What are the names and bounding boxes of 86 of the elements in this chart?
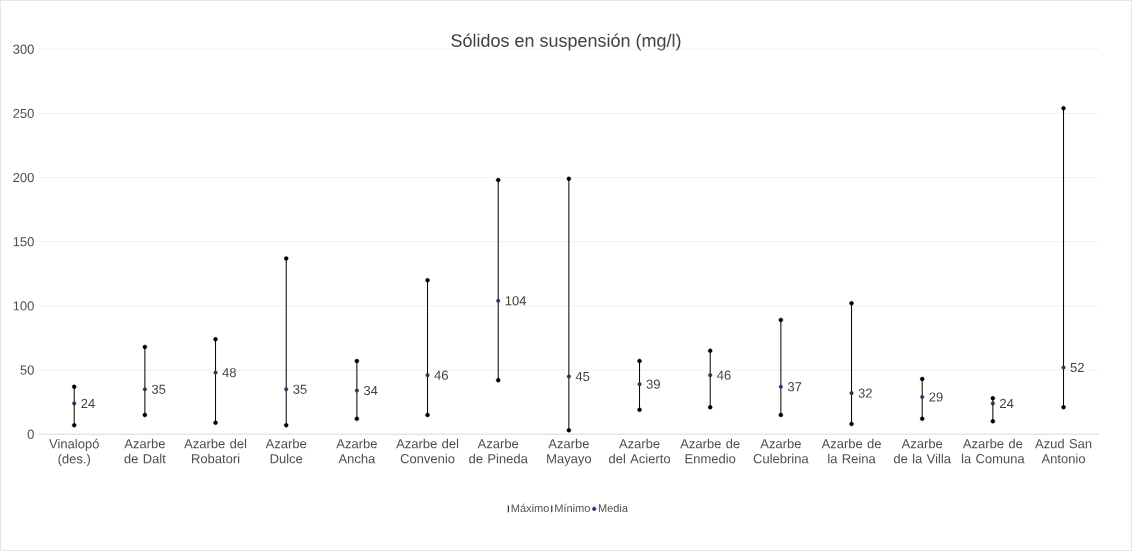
- x-tick-label: Azarbe de Pineda: [469, 438, 528, 464]
- point: [566, 428, 572, 433]
- point: [637, 358, 642, 364]
- x-tick-label: Azarbe de la Villa: [893, 438, 951, 464]
- x-tick-label: Azarbe Dulce: [265, 438, 307, 464]
- point: [566, 176, 572, 182]
- chart-title: Sólidos en suspensión (mg/l): [451, 33, 681, 51]
- data-label: 48: [222, 368, 236, 378]
- data-label: 39: [646, 379, 660, 389]
- x-tick-label: Azarbe de Dalt: [124, 438, 166, 464]
- legend-label: Máximo: [511, 503, 549, 513]
- point: [990, 419, 996, 424]
- point: [849, 391, 854, 396]
- point: [496, 177, 501, 183]
- point: [425, 373, 430, 378]
- point: [425, 412, 430, 418]
- point: [566, 374, 571, 379]
- data-label: 37: [787, 382, 802, 392]
- point: [354, 388, 359, 393]
- data-label: 29: [929, 392, 943, 402]
- data-label: 35: [151, 384, 166, 394]
- point: [213, 370, 218, 375]
- point: [708, 405, 713, 410]
- point: [142, 344, 148, 350]
- point: [213, 420, 218, 425]
- y-tick-label: 0: [27, 429, 34, 439]
- point: [920, 376, 925, 382]
- point: [920, 416, 925, 421]
- x-tick-label: Azarbe del Acierto: [609, 438, 671, 464]
- x-tick-label: Azarbe del Convenio: [396, 438, 459, 464]
- point: [849, 301, 854, 306]
- point: [778, 412, 784, 418]
- point: [1061, 365, 1066, 370]
- y-tick-label: 200: [13, 172, 34, 183]
- point: [496, 378, 501, 383]
- x-tick-label: Vinalopó (des.): [49, 438, 99, 467]
- point: [990, 401, 995, 406]
- data-label: 35: [293, 384, 307, 394]
- data-label: 32: [858, 388, 872, 398]
- legend-label: Media: [598, 503, 628, 512]
- y-tick-label: 50: [20, 365, 34, 375]
- y-tick-label: 150: [13, 237, 34, 247]
- data-label: 24: [81, 398, 95, 408]
- point: [284, 423, 289, 428]
- point: [142, 412, 148, 418]
- x-tick-label: Azarbe de la Reina: [821, 438, 881, 464]
- x-tick-label: Azarbe Culebrina: [753, 438, 809, 464]
- data-label: 46: [434, 370, 448, 380]
- point: [72, 423, 77, 428]
- point: [637, 407, 642, 413]
- point: [284, 387, 289, 392]
- point: [990, 396, 996, 401]
- point: [920, 394, 925, 399]
- x-tick-label: Azarbe Mayayo: [547, 438, 592, 466]
- point: [708, 373, 713, 378]
- point: [637, 382, 642, 387]
- point: [354, 358, 360, 364]
- data-label: 24: [1000, 398, 1014, 408]
- point: [354, 416, 360, 421]
- point: [142, 387, 147, 392]
- y-tick-label: 100: [13, 301, 34, 311]
- point: [425, 278, 430, 283]
- point: [1061, 405, 1066, 410]
- point: [778, 317, 784, 323]
- x-tick-label: Azud San Antonio: [1035, 438, 1092, 464]
- data-label: 34: [363, 385, 378, 396]
- legend-label: Mínimo: [555, 503, 590, 513]
- y-tick-label: 300: [13, 44, 34, 54]
- point: [708, 348, 713, 353]
- point: [213, 337, 218, 342]
- point: [849, 421, 854, 427]
- point: [72, 384, 77, 389]
- x-tick-label: Azarbe del Robatori: [184, 438, 247, 464]
- data-label: 46: [717, 370, 731, 380]
- x-tick-label: Azarbe de Enmedio: [680, 438, 740, 464]
- data-label: 52: [1070, 362, 1084, 373]
- x-tick-label: Azarbe de la Comuna: [961, 438, 1025, 464]
- x-tick-label: Azarbe Ancha: [336, 438, 377, 464]
- data-label: 45: [575, 371, 590, 381]
- point: [284, 256, 289, 261]
- point: [496, 298, 501, 303]
- point: [1061, 106, 1066, 111]
- y-tick-label: 250: [13, 108, 34, 118]
- point: [72, 401, 77, 406]
- point: [778, 384, 783, 389]
- data-label: 104: [505, 296, 527, 306]
